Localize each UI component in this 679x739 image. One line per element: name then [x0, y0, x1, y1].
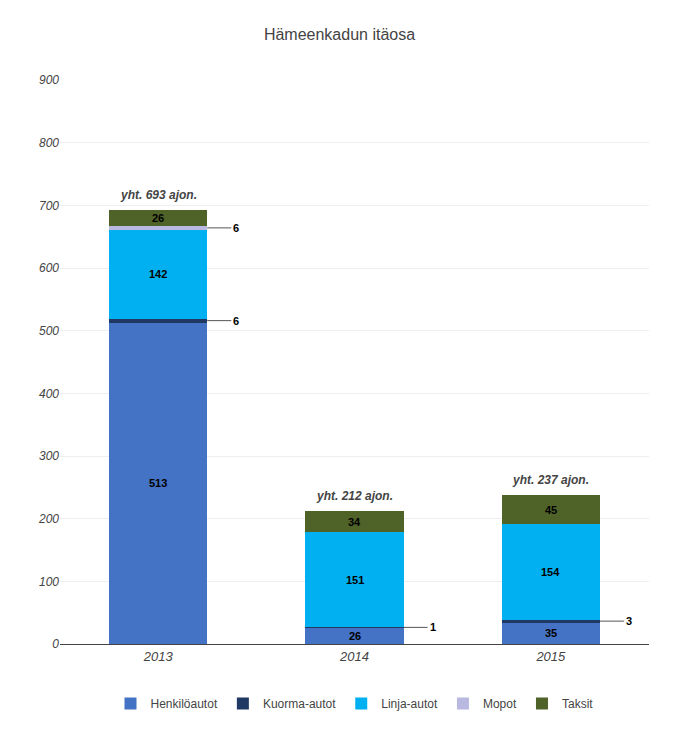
svg-text:3: 3: [626, 615, 632, 627]
svg-text:513: 513: [149, 477, 167, 489]
svg-text:500: 500: [39, 324, 59, 338]
svg-text:Linja-autot: Linja-autot: [381, 697, 438, 711]
svg-text:Kuorma-autot: Kuorma-autot: [263, 697, 336, 711]
svg-text:100: 100: [39, 575, 59, 589]
svg-text:Taksit: Taksit: [562, 697, 593, 711]
svg-text:1: 1: [430, 621, 436, 633]
svg-text:6: 6: [233, 315, 239, 327]
svg-text:2015: 2015: [535, 649, 566, 664]
svg-text:45: 45: [545, 504, 557, 516]
svg-text:Mopot: Mopot: [483, 697, 517, 711]
svg-text:6: 6: [233, 222, 239, 234]
svg-text:200: 200: [38, 512, 59, 526]
svg-text:142: 142: [149, 268, 167, 280]
svg-text:900: 900: [39, 73, 59, 87]
svg-text:Hämeenkadun itäosa: Hämeenkadun itäosa: [264, 26, 415, 43]
svg-text:2014: 2014: [339, 649, 369, 664]
svg-text:700: 700: [39, 199, 59, 213]
svg-text:2013: 2013: [143, 649, 174, 664]
svg-text:26: 26: [349, 630, 361, 642]
svg-text:35: 35: [545, 627, 557, 639]
svg-text:26: 26: [152, 212, 164, 224]
svg-text:600: 600: [39, 261, 59, 275]
svg-text:yht. 212 ajon.: yht. 212 ajon.: [316, 489, 393, 503]
svg-text:300: 300: [39, 449, 59, 463]
svg-text:151: 151: [346, 574, 364, 586]
svg-text:0: 0: [52, 637, 59, 651]
svg-text:34: 34: [348, 516, 361, 528]
svg-text:154: 154: [541, 566, 560, 578]
svg-text:yht. 693 ajon.: yht. 693 ajon.: [120, 188, 197, 202]
svg-text:400: 400: [39, 387, 59, 401]
svg-text:yht. 237 ajon.: yht. 237 ajon.: [512, 473, 589, 487]
svg-text:Henkilöautot: Henkilöautot: [151, 697, 218, 711]
svg-text:800: 800: [39, 136, 59, 150]
